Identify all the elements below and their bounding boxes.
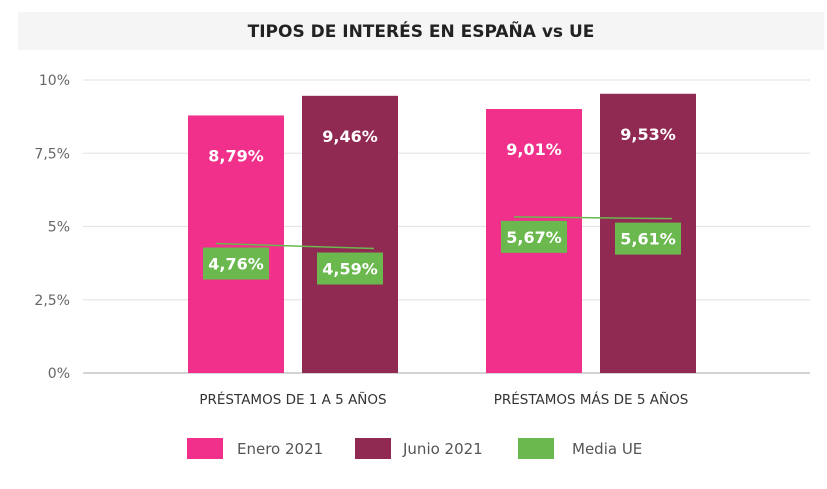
bar <box>302 95 398 374</box>
y-tick-label: 10% <box>39 73 70 89</box>
media-ue-value-label: 5,67% <box>506 228 562 247</box>
legend-label: Enero 2021 <box>237 440 323 458</box>
media-ue-label-box <box>317 252 383 285</box>
media-ue-value-label: 5,61% <box>620 230 676 249</box>
x-category-label: PRÉSTAMOS DE 1 A 5 AÑOS <box>199 391 386 408</box>
bar-value-label: 8,79% <box>208 146 264 165</box>
media-ue-label-box <box>501 220 567 253</box>
media-ue-label-box <box>203 247 269 280</box>
media-ue-label-box <box>615 222 681 255</box>
legend-label: Junio 2021 <box>402 440 483 458</box>
y-tick-label: 5% <box>48 220 70 236</box>
media-ue-line <box>215 242 375 250</box>
bar-value-label: 9,53% <box>620 125 676 144</box>
y-tick-label: 0% <box>48 366 70 382</box>
media-ue-line <box>513 216 673 220</box>
legend-swatch <box>187 438 223 459</box>
bar-value-label: 9,01% <box>506 140 562 159</box>
title-background <box>18 12 824 50</box>
legend-label: Media UE <box>572 440 642 458</box>
legend-swatch <box>355 438 391 459</box>
bar-value-label: 9,46% <box>322 127 378 146</box>
legend-swatch <box>518 438 554 459</box>
media-ue-value-label: 4,59% <box>322 260 378 279</box>
chart-title: TIPOS DE INTERÉS EN ESPAÑA vs UE <box>248 19 595 42</box>
y-tick-label: 7,5% <box>34 146 70 162</box>
media-ue-value-label: 4,76% <box>208 255 264 274</box>
y-tick-label: 2,5% <box>34 293 70 309</box>
x-category-label: PRÉSTAMOS MÁS DE 5 AÑOS <box>494 391 689 408</box>
